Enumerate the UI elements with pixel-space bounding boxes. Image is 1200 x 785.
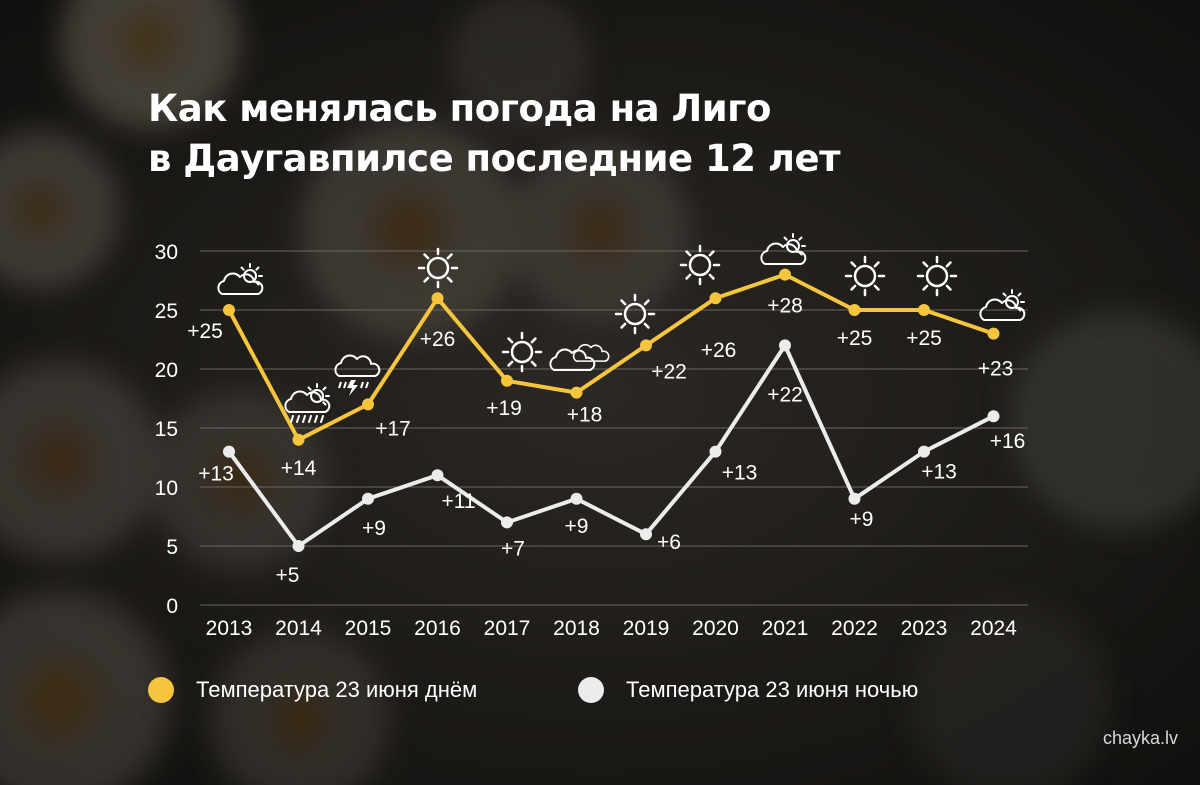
data-point-day	[362, 398, 374, 411]
x-tick-label: 2018	[553, 617, 600, 640]
legend-label-night: Температура 23 июня ночью	[626, 677, 919, 702]
y-tick-label: 25	[155, 300, 178, 323]
data-point-night	[848, 492, 861, 505]
partly-cloudy-icon	[979, 289, 1026, 321]
data-point-day	[501, 374, 513, 387]
data-label-day: +25	[837, 327, 873, 350]
data-point-day	[779, 268, 791, 281]
data-point-night	[918, 445, 930, 458]
data-label-night: +7	[501, 537, 525, 560]
data-label-day: +26	[701, 339, 737, 362]
data-label-night: +22	[767, 383, 803, 406]
sun-icon	[614, 293, 656, 335]
data-point-day	[431, 292, 444, 305]
data-point-day	[223, 304, 235, 316]
data-label-day: +18	[567, 404, 603, 427]
weather-icons	[217, 233, 1026, 423]
rain-cloud-icon	[284, 383, 331, 423]
x-tick-label: 2017	[484, 617, 531, 640]
sun-icon	[417, 247, 459, 289]
legend-item-day: Температура 23 июня днём	[148, 677, 477, 703]
legend-swatch-day	[148, 677, 174, 703]
data-label-day: +25	[906, 327, 942, 350]
data-label-day: +25	[187, 320, 223, 343]
series-line-day	[227, 272, 995, 442]
data-point-day	[292, 433, 305, 446]
data-label-day: +22	[651, 360, 687, 383]
data-label-day: +26	[420, 328, 456, 351]
data-point-day	[709, 292, 722, 305]
data-point-night	[779, 339, 791, 352]
sun-icon	[679, 244, 721, 286]
data-point-day	[570, 386, 583, 399]
data-label-night: +5	[276, 564, 300, 587]
x-tick-label: 2019	[623, 617, 670, 640]
chart-title: Как менялась погода на Лиго в Даугавпилс…	[148, 84, 841, 184]
data-label-night: +13	[921, 461, 957, 484]
data-label-night: +9	[565, 515, 589, 538]
data-point-night	[292, 540, 305, 552]
series	[223, 268, 1000, 552]
data-label-night: +13	[722, 462, 758, 485]
data-label-night: +13	[198, 463, 234, 486]
clouds-icon	[549, 343, 610, 371]
title-line-1: Как менялась погода на Лиго	[148, 87, 771, 130]
x-tick-label: 2015	[345, 617, 392, 640]
data-label-night: +6	[657, 531, 681, 554]
data-point-night	[709, 445, 722, 458]
x-tick-label: 2013	[206, 617, 253, 640]
x-tick-label: 2023	[901, 617, 948, 640]
data-label-day: +14	[281, 457, 317, 480]
source-label: chayka.lv	[1102, 728, 1178, 748]
x-tick-label: 2014	[275, 617, 322, 640]
data-point-day	[640, 339, 652, 352]
y-tick-label: 20	[155, 359, 178, 382]
data-label-day: +28	[767, 295, 803, 318]
y-tick-label: 5	[166, 536, 178, 559]
title-line-2: в Даугавпилсе последние 12 лет	[148, 137, 841, 180]
y-tick-label: 30	[155, 241, 178, 264]
data-label-night: +9	[850, 508, 874, 531]
partly-cloudy-icon	[760, 233, 807, 265]
data-label-night: +9	[362, 517, 386, 540]
data-labels: +25 +14 +17 +26 +19 +18 +22 +26 +28 +25 +25 +23 +13 +…	[187, 295, 1025, 587]
data-point-day	[918, 304, 930, 316]
x-tick-label: 2021	[762, 617, 809, 640]
y-axis-ticks: 0 5 10 15 20 25 30	[155, 241, 178, 618]
x-tick-label: 2020	[692, 617, 739, 640]
x-axis-ticks: 2013 2014 2015 2016 2017 2018 2019 2020 2021 2022…	[206, 617, 1018, 640]
data-label-day: +19	[486, 397, 522, 420]
data-point-night	[640, 528, 652, 541]
y-tick-label: 10	[155, 477, 178, 500]
data-point-night	[501, 516, 513, 529]
data-label-night: +11	[441, 490, 475, 513]
thunderstorm-icon	[334, 354, 381, 396]
data-label-night: +16	[990, 430, 1026, 453]
legend-label-day: Температура 23 июня днём	[196, 677, 478, 702]
x-tick-label: 2016	[414, 617, 461, 640]
sun-icon	[916, 255, 958, 297]
x-tick-label: 2024	[970, 617, 1017, 640]
y-tick-label: 15	[155, 418, 178, 441]
data-label-day: +23	[978, 358, 1014, 381]
sun-icon	[844, 255, 886, 297]
legend-swatch-night	[578, 677, 604, 703]
sun-icon	[501, 331, 543, 373]
series-line-night	[227, 343, 995, 548]
data-label-day: +17	[375, 417, 411, 440]
data-point-night	[223, 445, 235, 458]
data-point-night	[570, 492, 583, 505]
partly-cloudy-icon	[217, 263, 264, 295]
y-tick-label: 0	[166, 595, 178, 618]
x-tick-label: 2022	[831, 617, 878, 640]
data-point-night	[362, 492, 374, 505]
data-point-night	[431, 469, 444, 482]
data-point-day	[987, 327, 1000, 340]
legend-item-night: Температура 23 июня ночью	[578, 677, 918, 703]
data-point-day	[848, 304, 861, 316]
data-point-night	[987, 410, 1000, 423]
